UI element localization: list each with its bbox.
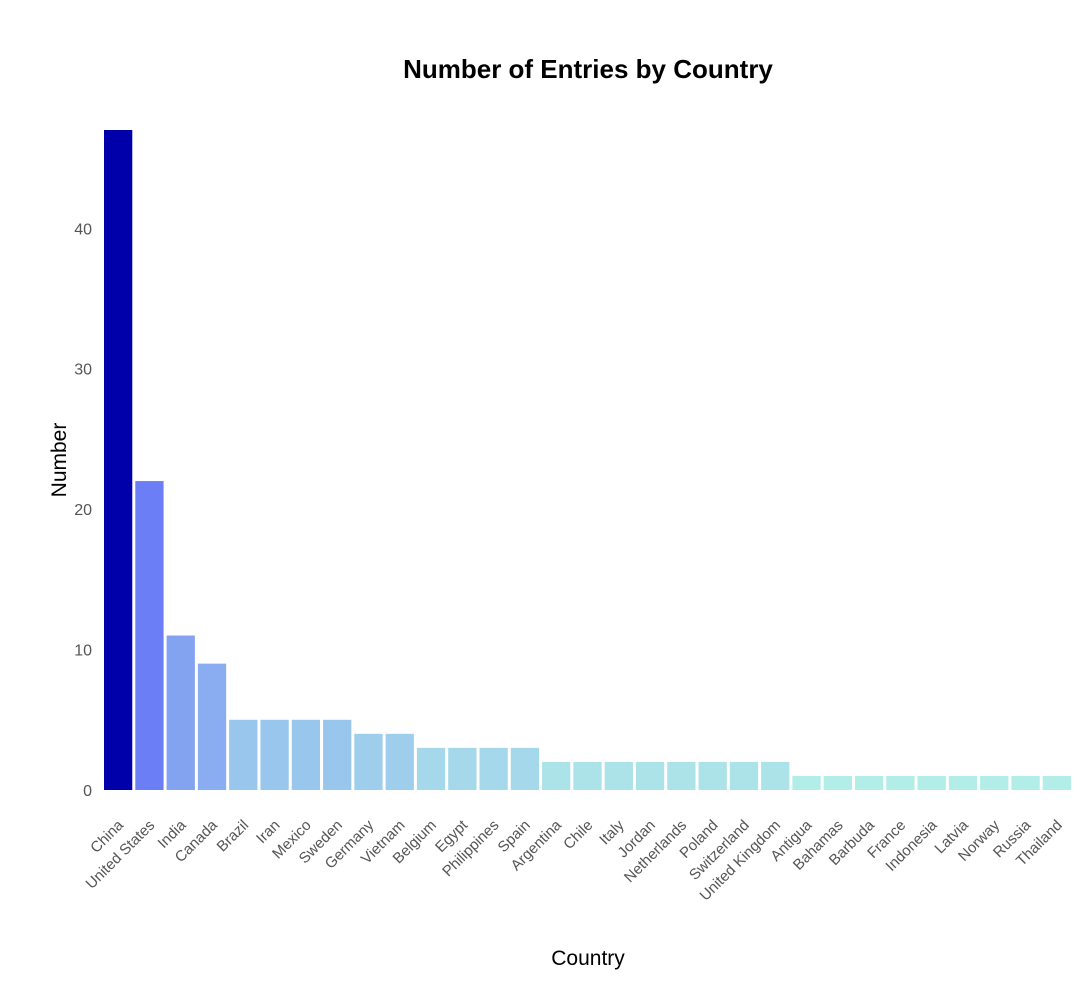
bar-chile [573, 761, 602, 790]
bar-bahamas [823, 775, 852, 790]
bar-france [886, 775, 915, 790]
bar-italy [604, 761, 633, 790]
y-tick-label-30: 30 [74, 362, 92, 379]
bar-argentina [542, 761, 571, 790]
y-tick-label-10: 10 [74, 643, 92, 660]
chart-title: Number of Entries by Country [403, 54, 773, 84]
y-axis-ticks: 0 10 20 30 40 [74, 221, 92, 800]
y-tick-label-40: 40 [74, 221, 92, 238]
bar-canada [197, 663, 227, 790]
x-axis-title: Country [551, 947, 625, 970]
x-tick-label-brazil: Brazil [214, 817, 253, 856]
bar-belgium [416, 747, 446, 790]
bar-china [104, 130, 133, 790]
bar-sweden [323, 719, 352, 790]
x-tick-label-chile: Chile [560, 817, 596, 853]
bar-switzerland [729, 761, 759, 790]
bar-brazil [229, 719, 258, 790]
bars-group [104, 130, 1071, 790]
bar-iran [260, 719, 289, 790]
bar-indonesia [917, 775, 946, 790]
bar-vietnam [385, 733, 414, 790]
bar-united-states [135, 481, 164, 790]
bar-philippines [479, 747, 508, 790]
bar-egypt [448, 747, 477, 790]
y-tick-label-0: 0 [83, 783, 92, 800]
bar-barbuda [854, 775, 884, 790]
bar-russia [1011, 775, 1040, 790]
bar-netherlands [667, 761, 696, 790]
bar-jordan [635, 761, 665, 790]
bar-india [166, 635, 195, 790]
bar-spain [510, 747, 540, 790]
y-tick-label-20: 20 [74, 502, 92, 519]
bar-latvia [948, 775, 978, 790]
bar-poland [698, 761, 727, 790]
bar-thailand [1042, 775, 1071, 790]
bar-norway [980, 775, 1009, 790]
bar-germany [354, 733, 383, 790]
bar-antigua [792, 775, 821, 790]
y-axis-title: Number [48, 423, 71, 498]
bar-united-kingdom [761, 761, 790, 790]
bar-mexico [291, 719, 321, 790]
